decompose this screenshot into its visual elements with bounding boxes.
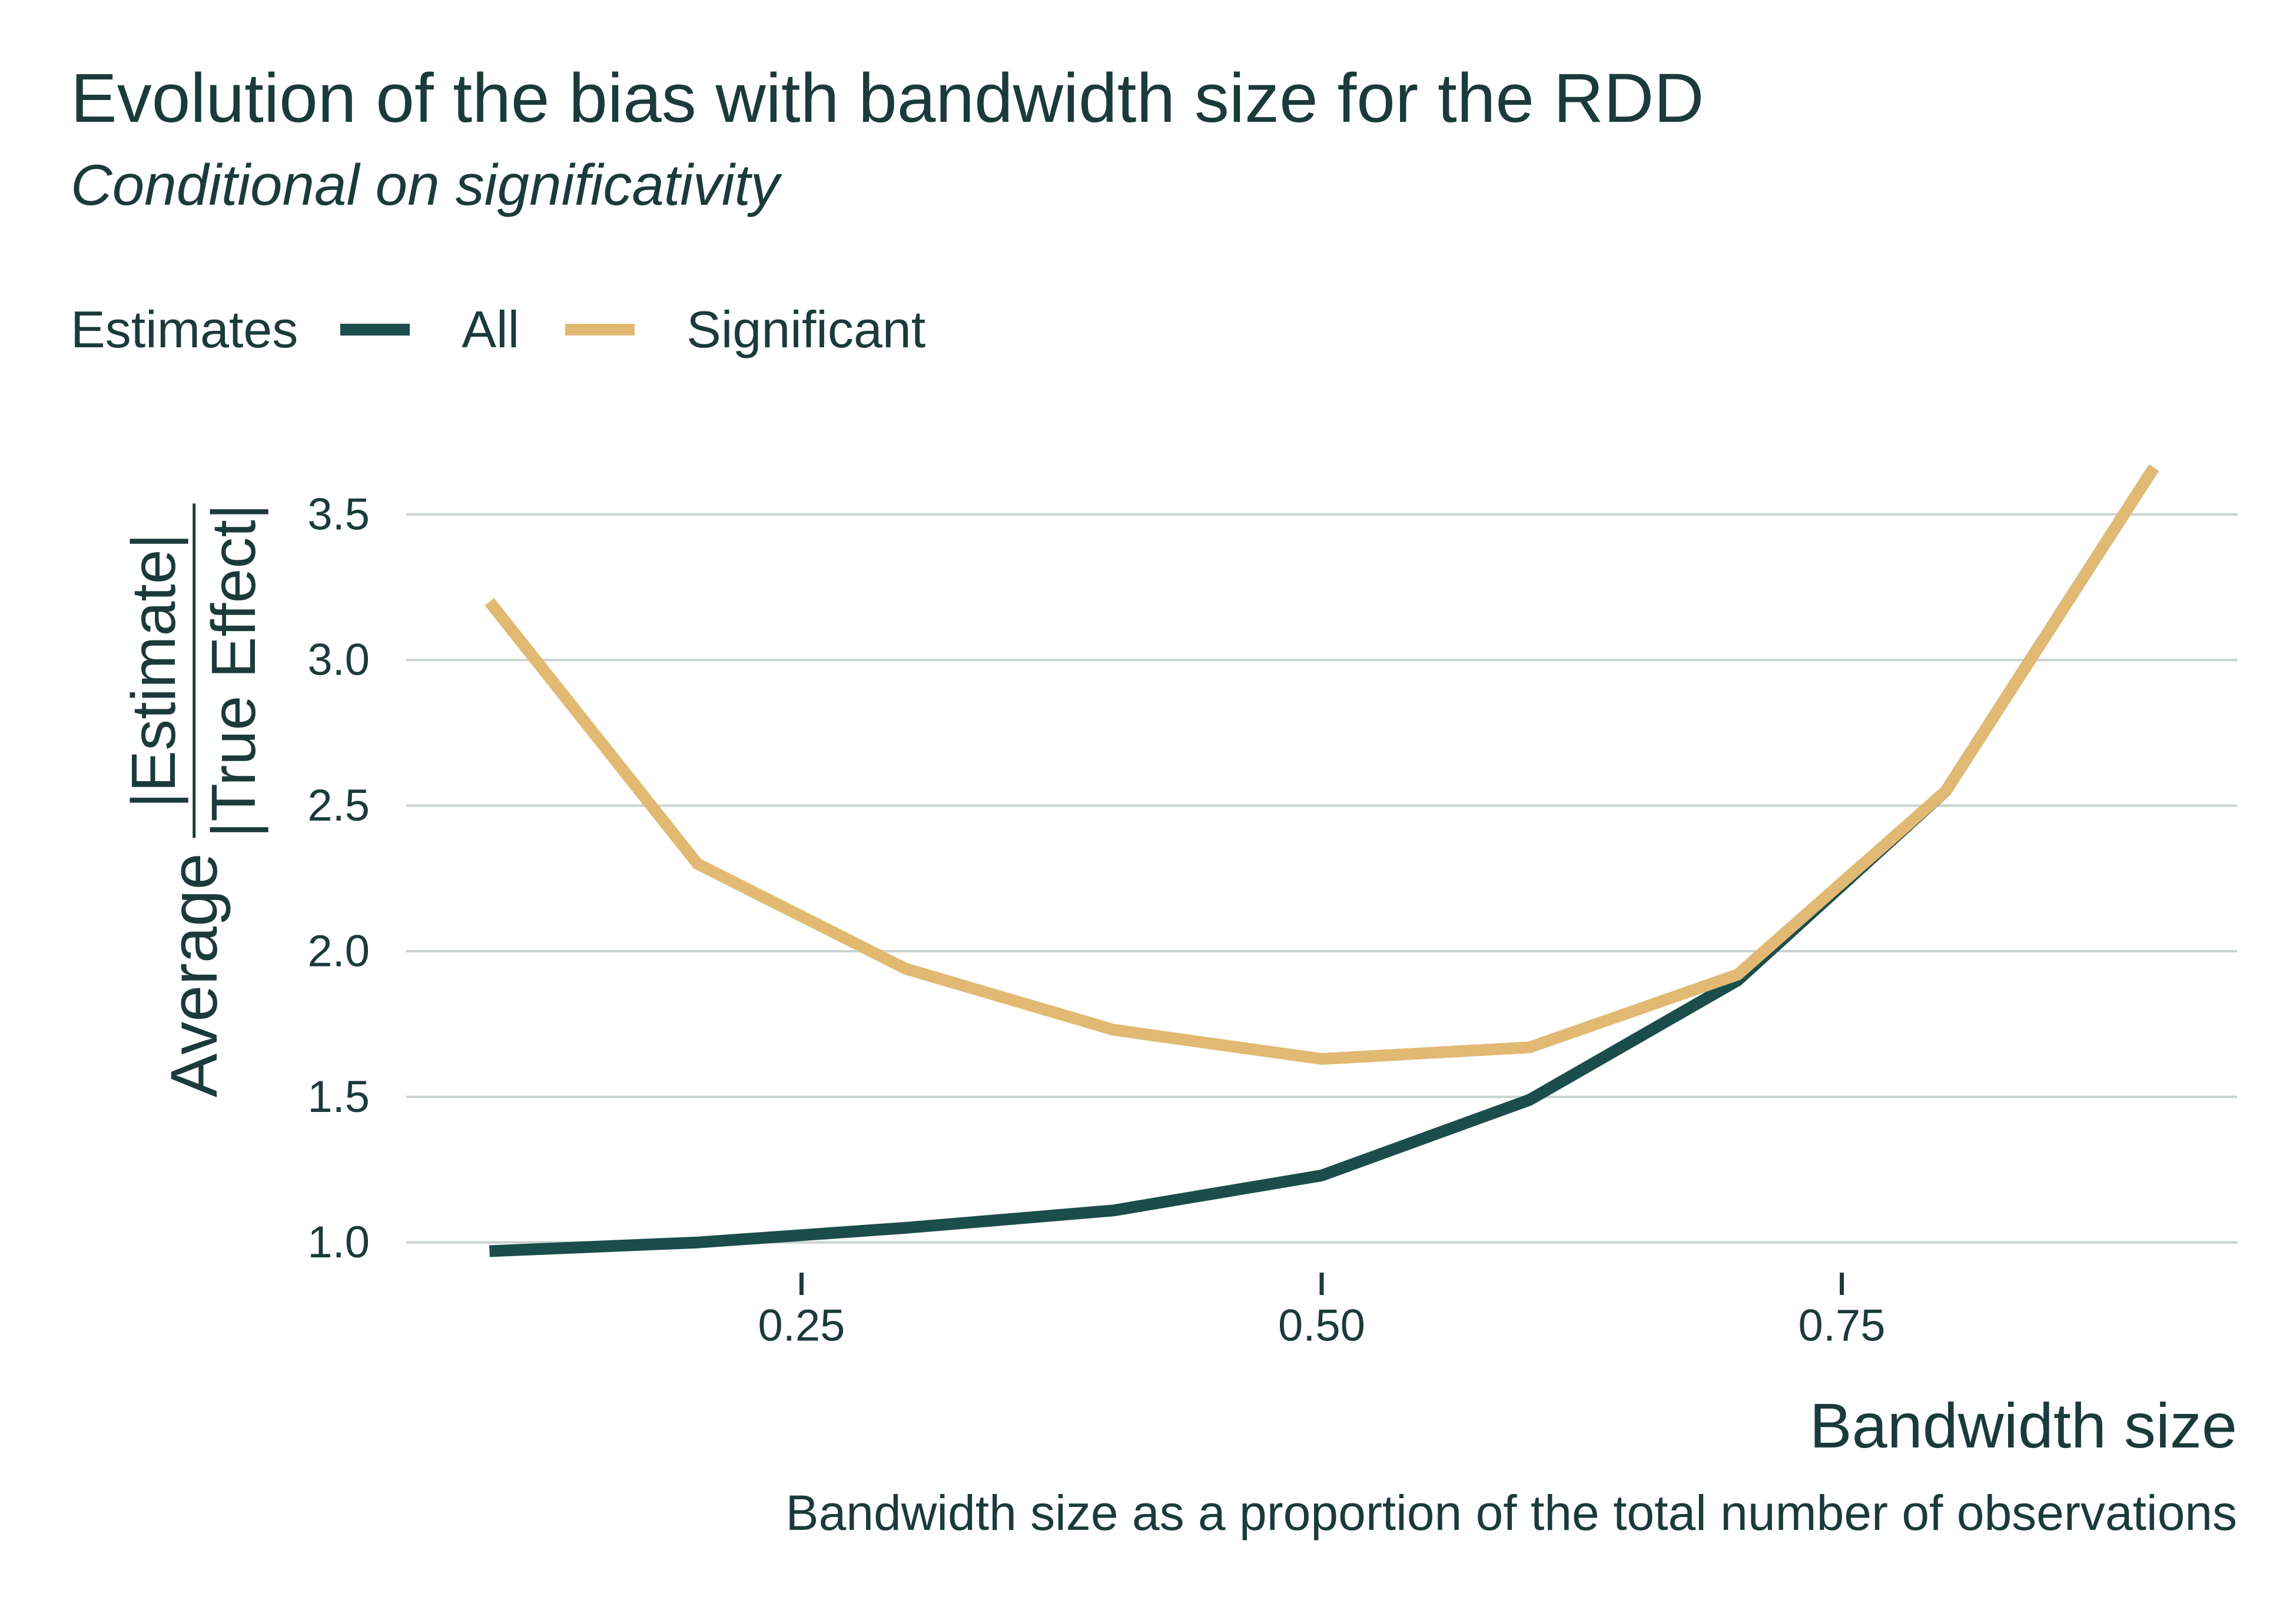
chart-caption: Bandwidth size as a proportion of the to… [785, 1485, 2237, 1540]
chart-title: Evolution of the bias with bandwidth siz… [71, 59, 1704, 137]
legend-label-all: All [462, 300, 520, 358]
x-tick-label: 0.50 [1278, 1301, 1365, 1351]
chart-subtitle: Conditional on significativity [71, 152, 779, 217]
x-tick-label: 0.25 [758, 1301, 845, 1351]
legend-key-all [340, 324, 410, 336]
y-tick-label: 3.5 [307, 489, 370, 539]
y-tick-label: 2.5 [307, 781, 370, 831]
legend-item-all: All [340, 300, 519, 360]
y-tick-label: 1.5 [307, 1072, 370, 1122]
x-tick-label: 0.75 [1799, 1301, 1886, 1351]
legend-title: Estimates [71, 300, 298, 358]
legend-label-significant: Significant [686, 300, 926, 358]
series-line-significant [485, 464, 2159, 1065]
legend-item-significant: Significant [565, 300, 925, 360]
series-line-all [489, 464, 2159, 1257]
y-tick-label: 2.0 [307, 926, 370, 976]
y-tick-label: 3.0 [307, 635, 370, 685]
y-tick-label: 1.0 [307, 1217, 370, 1267]
legend: Estimates All Significant [71, 297, 971, 362]
x-axis-label: Bandwidth size [1809, 1390, 2237, 1461]
legend-key-significant [565, 324, 635, 336]
